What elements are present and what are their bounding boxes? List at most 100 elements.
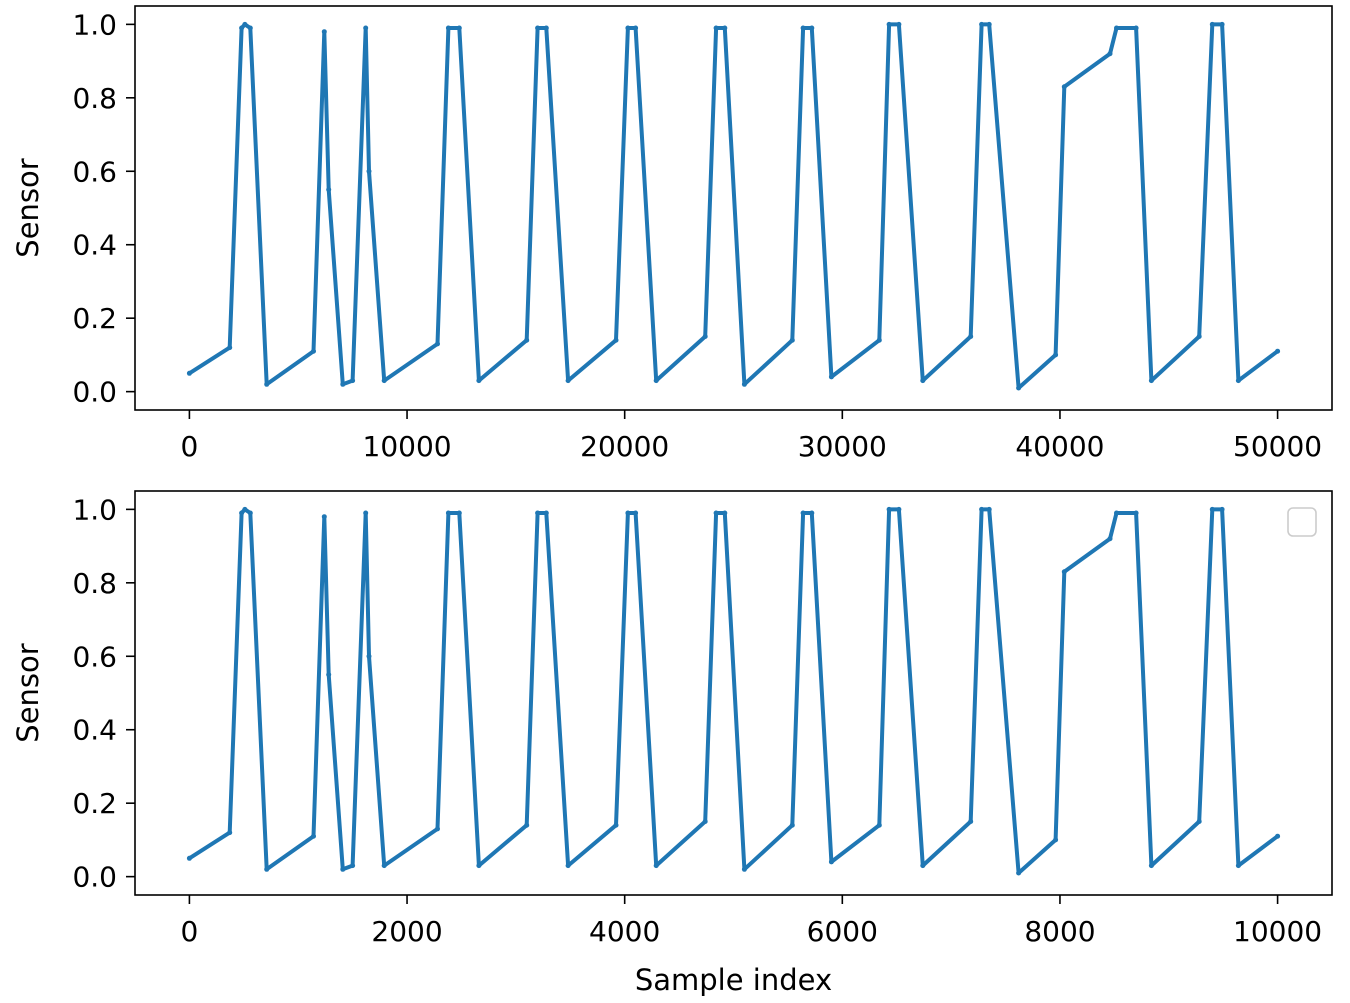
- data-point: [565, 378, 571, 384]
- data-point: [543, 510, 549, 516]
- series-line: [187, 22, 1280, 390]
- x-tick-label: 6000: [807, 915, 878, 948]
- data-point: [789, 337, 795, 343]
- y-tick-label: 0.2: [72, 787, 117, 820]
- data-point: [702, 819, 708, 824]
- data-point: [535, 510, 541, 516]
- x-tick-label: 2000: [371, 915, 442, 948]
- y-tick-label: 0.8: [72, 82, 117, 115]
- data-point: [1275, 833, 1281, 839]
- data-point: [800, 25, 806, 31]
- x-axis-label: Sample index: [635, 963, 832, 997]
- data-point: [1148, 863, 1154, 869]
- data-point: [1107, 51, 1113, 57]
- data-point: [363, 510, 369, 516]
- data-point: [311, 833, 316, 839]
- data-point: [979, 21, 985, 27]
- data-point: [326, 672, 332, 678]
- data-point: [350, 863, 356, 869]
- data-point: [986, 506, 992, 512]
- data-point: [1016, 385, 1022, 391]
- data-point: [247, 25, 253, 31]
- data-point: [366, 168, 372, 174]
- data-point: [886, 506, 892, 512]
- y-tick-label: 0.4: [72, 714, 117, 747]
- bottom-subplot: 0 2000 4000 6000 8000 10000 0.0 0.2 0.4 0.6 0.8 1.0…: [11, 490, 1333, 997]
- data-point: [653, 378, 659, 384]
- data-point: [968, 334, 974, 339]
- data-point: [1196, 334, 1202, 339]
- x-tick-label: 0: [180, 915, 198, 948]
- data-point: [968, 819, 974, 824]
- data-point: [979, 506, 985, 512]
- data-point: [1016, 870, 1022, 876]
- data-point: [350, 378, 356, 384]
- y-tick-label: 0.6: [72, 155, 117, 188]
- x-tick-label: 50000: [1233, 430, 1322, 463]
- data-point: [886, 21, 892, 27]
- x-tick-label: 10000: [363, 430, 452, 463]
- x-tick-label: 40000: [1015, 430, 1104, 463]
- data-point: [321, 29, 327, 35]
- y-tick-label: 0.0: [72, 861, 117, 894]
- data-point: [1061, 569, 1067, 575]
- data-point: [476, 863, 482, 869]
- data-point: [1114, 510, 1119, 516]
- x-tick-label: 30000: [798, 430, 887, 463]
- data-point: [1107, 536, 1113, 542]
- x-tick-label: 0: [180, 430, 198, 463]
- data-point: [445, 510, 451, 516]
- data-point: [896, 21, 902, 27]
- data-point: [828, 859, 834, 865]
- y-tick-label: 0.8: [72, 567, 117, 600]
- axes-frame: [134, 5, 1333, 411]
- data-point: [311, 348, 316, 354]
- data-point: [1209, 506, 1215, 512]
- data-point: [1219, 21, 1225, 27]
- data-point: [625, 25, 631, 31]
- data-point: [1148, 378, 1154, 384]
- data-point: [435, 826, 440, 832]
- data-point: [227, 345, 233, 351]
- data-point: [1275, 348, 1281, 354]
- y-tick-label: 0.0: [72, 376, 117, 409]
- data-point: [828, 374, 834, 380]
- data-point: [1235, 863, 1241, 869]
- data-point: [326, 187, 332, 193]
- data-point: [524, 337, 530, 343]
- data-point: [247, 510, 253, 516]
- data-point: [435, 341, 440, 347]
- data-point: [625, 510, 631, 516]
- data-point: [633, 25, 639, 31]
- y-axis-label: Sensor: [11, 158, 45, 257]
- data-point: [920, 863, 926, 869]
- data-point: [242, 506, 248, 512]
- data-point: [722, 25, 728, 31]
- data-point: [896, 506, 902, 512]
- data-point: [613, 822, 619, 828]
- data-point: [633, 510, 639, 516]
- data-point: [363, 25, 369, 31]
- data-point: [653, 863, 659, 869]
- x-tick-label: 8000: [1024, 915, 1095, 948]
- data-point: [264, 866, 270, 872]
- data-point: [535, 25, 541, 31]
- y-tick-label: 1.0: [72, 493, 117, 526]
- data-point: [1209, 21, 1215, 27]
- data-point: [340, 381, 346, 387]
- data-point: [239, 510, 245, 516]
- data-point: [321, 514, 327, 520]
- data-point: [186, 370, 192, 376]
- data-point: [1219, 506, 1225, 512]
- legend-box: [1287, 507, 1317, 537]
- data-point: [809, 25, 815, 31]
- x-tick-label: 10000: [1233, 915, 1322, 948]
- data-point: [876, 337, 882, 343]
- data-point: [366, 653, 372, 659]
- y-axis-label: Sensor: [11, 643, 45, 742]
- data-point: [1235, 378, 1241, 384]
- data-point: [789, 822, 795, 828]
- y-tick-label: 0.4: [72, 229, 117, 262]
- data-point: [242, 21, 248, 27]
